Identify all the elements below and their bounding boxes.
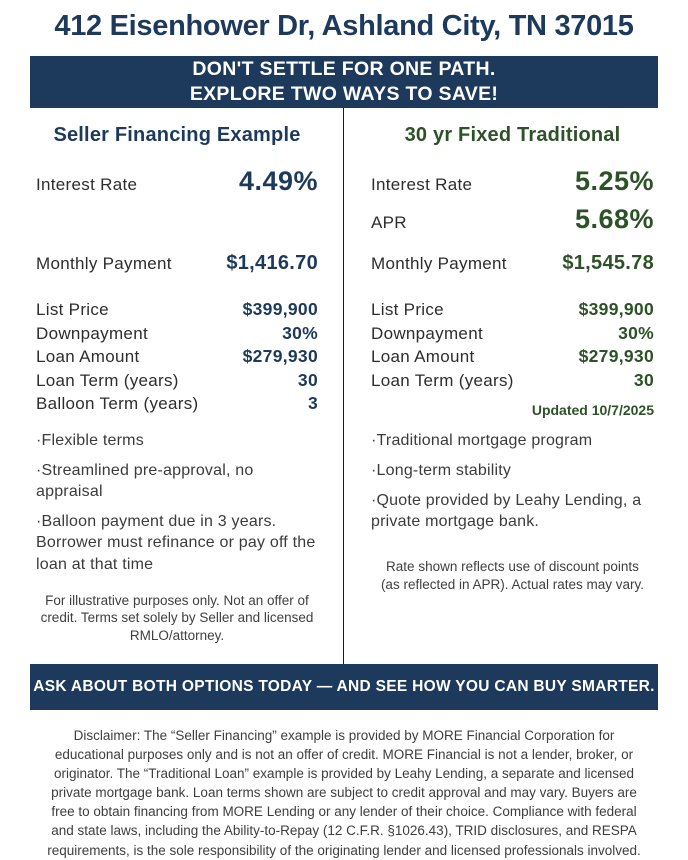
- legal-disclaimer: Disclaimer: The “Seller Financing” examp…: [47, 727, 641, 858]
- traditional-loan-term-value: 30: [633, 369, 654, 390]
- traditional-loan-term-row: Loan Term (years) 30: [371, 369, 654, 393]
- traditional-monthly-payment-value: $1,545.78: [562, 252, 654, 274]
- traditional-downpayment-value: 30%: [618, 322, 654, 343]
- seller-interest-rate-value: 4.49%: [238, 166, 318, 196]
- traditional-loan-details: List Price $399,900 Downpayment 30% Loan…: [371, 298, 654, 430]
- traditional-list-price-row: List Price $399,900: [371, 298, 654, 322]
- seller-fine-print: For illustrative purposes only. Not an o…: [40, 592, 314, 644]
- seller-bullet-3: Balloon payment due in 3 years. Borrower…: [36, 511, 318, 574]
- traditional-monthly-payment-row: Monthly Payment $1,545.78: [371, 252, 654, 275]
- traditional-list-price-value: $399,900: [578, 299, 654, 319]
- traditional-monthly-section: Monthly Payment $1,545.78: [371, 252, 654, 298]
- traditional-downpayment-row: Downpayment 30%: [371, 322, 654, 346]
- traditional-interest-rate-value: 5.25%: [574, 166, 654, 196]
- call-to-action-banner: ASK ABOUT BOTH OPTIONS TODAY — AND SEE H…: [30, 663, 658, 710]
- seller-downpayment-row: Downpayment 30%: [36, 322, 318, 346]
- seller-monthly-payment-value: $1,416.70: [226, 252, 318, 274]
- seller-loan-term-label: Loan Term (years): [36, 370, 179, 390]
- seller-loan-amount-value: $279,930: [242, 346, 318, 366]
- seller-list-price-value: $399,900: [242, 299, 318, 319]
- seller-monthly-section: Monthly Payment $1,416.70: [36, 252, 318, 298]
- seller-loan-amount-row: Loan Amount $279,930: [36, 345, 318, 369]
- seller-monthly-payment-row: Monthly Payment $1,416.70: [36, 252, 318, 275]
- traditional-monthly-payment-label: Monthly Payment: [371, 254, 507, 273]
- traditional-interest-rate-label: Interest Rate: [371, 175, 473, 194]
- traditional-interest-rate-row: Interest Rate 5.25%: [371, 164, 654, 202]
- seller-loan-term-value: 30: [297, 369, 318, 390]
- traditional-bullet-2: Long-term stability: [371, 460, 654, 481]
- seller-loan-term-row: Loan Term (years) 30: [36, 369, 318, 393]
- seller-balloon-term-row: Balloon Term (years) 3: [36, 392, 318, 416]
- property-address: 412 Eisenhower Dr, Ashland City, TN 3701…: [54, 10, 634, 42]
- traditional-apr-value: 5.68%: [574, 204, 654, 234]
- traditional-loan-amount-row: Loan Amount $279,930: [371, 345, 654, 369]
- seller-bullet-2: Streamlined pre-approval, no appraisal: [36, 460, 318, 502]
- traditional-loan-amount-label: Loan Amount: [371, 347, 475, 366]
- seller-downpayment-label: Downpayment: [36, 323, 148, 343]
- traditional-bullet-3: Quote provided by Leahy Lending, a priva…: [371, 490, 654, 532]
- traditional-fine-print: Rate shown reflects use of discount poin…: [380, 559, 645, 592]
- seller-balloon-term-label: Balloon Term (years): [36, 394, 199, 413]
- headline-line2: EXPLORE TWO WAYS TO SAVE!: [189, 82, 499, 105]
- comparison-columns: Seller Financing Example Interest Rate 4…: [0, 108, 688, 664]
- seller-list-price-label: List Price: [36, 300, 109, 319]
- traditional-bullet-1: Traditional mortgage program: [371, 430, 654, 451]
- seller-list-price-row: List Price $399,900: [36, 298, 318, 322]
- seller-bullets: Flexible terms Streamlined pre-approval,…: [36, 430, 318, 584]
- headline-line1: DON'T SETTLE FOR ONE PATH.: [192, 58, 496, 80]
- traditional-apr-label: APR: [371, 213, 407, 232]
- traditional-loan-term-label: Loan Term (years): [371, 370, 514, 390]
- seller-rates-section: Interest Rate 4.49%: [36, 164, 318, 252]
- traditional-downpayment-label: Downpayment: [371, 323, 483, 343]
- seller-interest-rate-label: Interest Rate: [36, 175, 138, 194]
- traditional-rates-section: Interest Rate 5.25% APR 5.68%: [371, 164, 654, 252]
- seller-monthly-payment-label: Monthly Payment: [36, 254, 172, 273]
- traditional-column-title: 30 yr Fixed Traditional: [404, 124, 621, 146]
- seller-balloon-term-value: 3: [307, 393, 318, 413]
- seller-bullet-1: Flexible terms: [36, 430, 318, 451]
- seller-financing-column: Seller Financing Example Interest Rate 4…: [0, 108, 344, 664]
- headline-banner: DON'T SETTLE FOR ONE PATH. EXPLORE TWO W…: [30, 56, 658, 108]
- traditional-loan-column: 30 yr Fixed Traditional Interest Rate 5.…: [344, 108, 688, 664]
- seller-interest-rate-row: Interest Rate 4.49%: [36, 164, 318, 202]
- traditional-list-price-label: List Price: [371, 300, 444, 319]
- seller-column-title: Seller Financing Example: [53, 124, 301, 146]
- traditional-bullets: Traditional mortgage program Long-term s…: [371, 430, 654, 550]
- traditional-apr-row: APR 5.68%: [371, 202, 654, 240]
- seller-loan-amount-label: Loan Amount: [36, 347, 140, 366]
- updated-date: Updated 10/7/2025: [531, 402, 654, 418]
- traditional-loan-amount-value: $279,930: [578, 346, 654, 366]
- seller-loan-details: List Price $399,900 Downpayment 30% Loan…: [36, 298, 318, 430]
- seller-downpayment-value: 30%: [282, 322, 318, 343]
